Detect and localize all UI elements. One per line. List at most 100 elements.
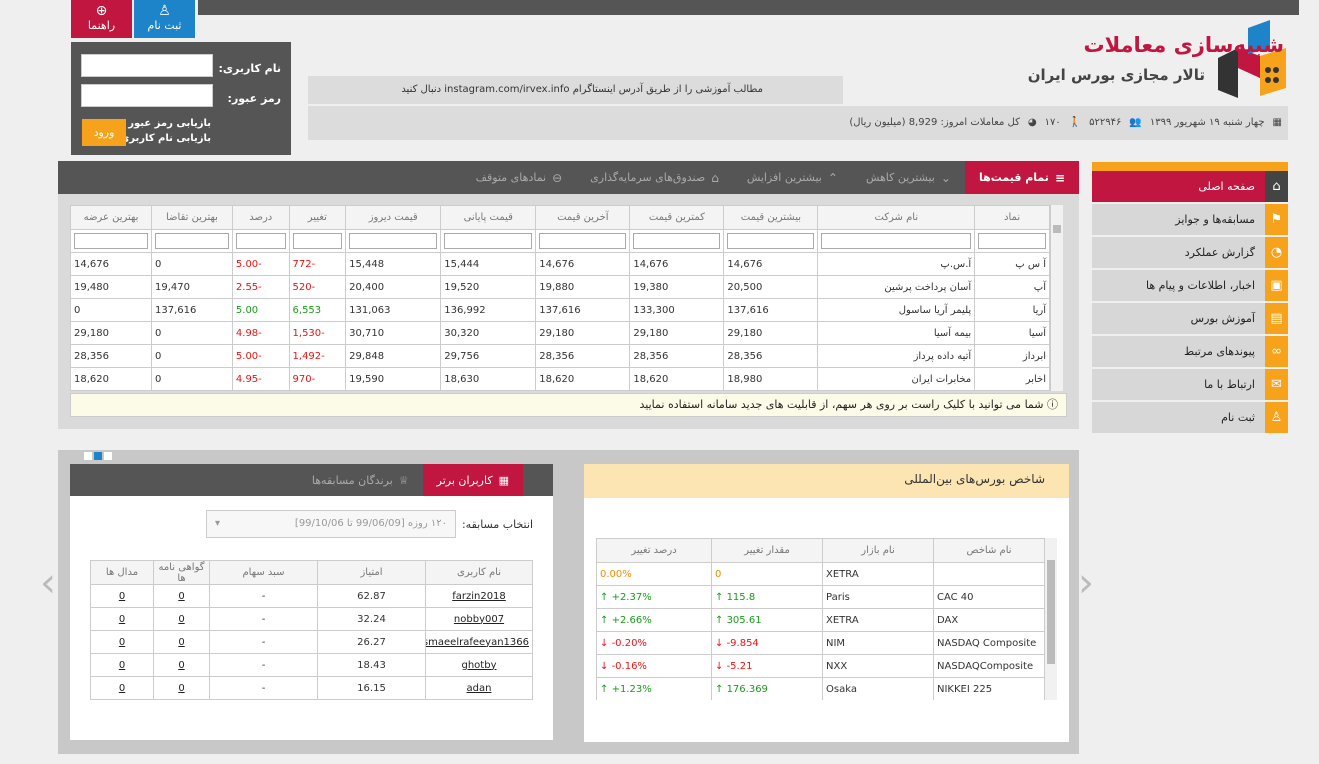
market-tab[interactable]: ≡ تمام قیمت‌ها bbox=[964, 161, 1079, 194]
market-cell-name: آسان پرداخت پرشین bbox=[817, 275, 976, 299]
users-cell-medal[interactable]: 0 bbox=[90, 630, 154, 654]
filter-input[interactable] bbox=[821, 233, 972, 249]
column-header[interactable]: سبد سهام bbox=[209, 560, 318, 585]
slider-dot-active[interactable] bbox=[94, 452, 102, 460]
sidebar-item[interactable]: ♙ ثبت نام bbox=[1092, 402, 1288, 433]
market-row[interactable]: آ س پ آ.س.پ 14,676 14,676 14,676 15,444 15,448… bbox=[70, 252, 1050, 276]
world-row[interactable]: DAX XETRA ↑ 305.61 ↑ +2.66% bbox=[596, 608, 1044, 632]
users-row[interactable]: ghotby 18.43-0 0 bbox=[90, 653, 533, 677]
users-cell-cert[interactable]: 0 bbox=[153, 607, 210, 631]
column-header[interactable]: آخرین قیمت bbox=[535, 205, 631, 230]
market-tab[interactable]: ⌂ صندوق‌های سرمایه‌گذاری bbox=[576, 161, 733, 194]
sidebar-item[interactable]: ▤ آموزش بورس bbox=[1092, 303, 1288, 334]
market-row[interactable]: آسیا بیمه آسیا 29,180 29,180 29,180 30,320 30,… bbox=[70, 321, 1050, 345]
market-row[interactable]: آپ آسان پرداخت پرشین 20,500 19,380 19,880 19,… bbox=[70, 275, 1050, 299]
column-header[interactable]: درصد تغییر bbox=[596, 538, 712, 563]
register-button[interactable]: ♙ ثبت نام bbox=[134, 0, 195, 38]
market-scrollbar[interactable] bbox=[1050, 205, 1063, 391]
users-cell-medal[interactable]: 0 bbox=[90, 653, 154, 677]
users-row[interactable]: adan 16.15-0 0 bbox=[90, 676, 533, 700]
world-scrollbar[interactable] bbox=[1044, 538, 1057, 700]
market-cell-symbol: آسیا bbox=[974, 321, 1050, 345]
market-row[interactable]: آریا پلیمر آریا ساسول 137,616 133,300 137,61… bbox=[70, 298, 1050, 322]
users-tab[interactable]: ♕ برندگان مسابقه‌ها bbox=[298, 464, 423, 496]
column-header[interactable]: نام کاربری bbox=[425, 560, 533, 585]
help-button[interactable]: ⊕ راهنما bbox=[71, 0, 132, 38]
world-row[interactable]: CAC 40 Paris ↑ 115.8 ↑ +2.37% bbox=[596, 585, 1044, 609]
filter-input[interactable] bbox=[235, 233, 286, 249]
users-row[interactable]: esmaeelrafeeyan1366 26.27-0 0 bbox=[90, 630, 533, 654]
column-header[interactable]: بهترین تقاضا bbox=[151, 205, 233, 230]
users-cell-user[interactable]: ghotby bbox=[425, 653, 533, 677]
column-header[interactable]: قیمت دیروز bbox=[345, 205, 442, 230]
users-cell-user[interactable]: nobby007 bbox=[425, 607, 533, 631]
world-row[interactable]: NASDAQ Composite NIM ↓ -9.854 ↓ -0.20% bbox=[596, 631, 1044, 655]
filter-input[interactable] bbox=[155, 233, 229, 249]
column-header[interactable]: کمترین قیمت bbox=[629, 205, 725, 230]
users-cell-user[interactable]: esmaeelrafeeyan1366 bbox=[425, 630, 533, 654]
column-header[interactable]: درصد bbox=[231, 205, 290, 230]
users-cell-cert[interactable]: 0 bbox=[153, 653, 210, 677]
password-input[interactable] bbox=[81, 84, 213, 107]
filter-input[interactable] bbox=[349, 233, 438, 249]
book-icon: ▤ bbox=[1265, 303, 1288, 334]
filter-input[interactable] bbox=[74, 233, 148, 249]
sidebar-item[interactable]: ⚑ مسابقه‌ها و جوایز bbox=[1092, 204, 1288, 235]
filter-input[interactable] bbox=[539, 233, 627, 249]
sidebar-item[interactable]: ◔ گزارش عملکرد bbox=[1092, 237, 1288, 268]
users-row[interactable]: nobby007 32.24-0 0 bbox=[90, 607, 533, 631]
market-cell-ask: 28,356 bbox=[70, 344, 152, 368]
market-cell-low: 29,180 bbox=[629, 321, 725, 345]
filter-input[interactable] bbox=[727, 233, 815, 249]
sidebar-item[interactable]: ⌂ صفحه اصلی bbox=[1092, 171, 1288, 202]
recover-password-link[interactable]: بازیابی رمز عبور bbox=[128, 118, 211, 129]
users-cell-user[interactable]: adan bbox=[425, 676, 533, 700]
column-header[interactable]: تغییر bbox=[288, 205, 347, 230]
column-header[interactable]: مقدار تغییر bbox=[711, 538, 823, 563]
column-header[interactable]: نماد bbox=[974, 205, 1050, 230]
filter-input[interactable] bbox=[444, 233, 533, 249]
sidebar-item[interactable]: ∞ پیوندهای مرتبط bbox=[1092, 336, 1288, 367]
column-header[interactable]: قیمت پایانی bbox=[440, 205, 537, 230]
prev-arrow-icon[interactable]: ‹ bbox=[40, 560, 56, 606]
world-row[interactable]: XETRA 0 0.00% bbox=[596, 562, 1044, 586]
slider-dot[interactable] bbox=[84, 452, 92, 460]
column-header[interactable]: گواهی نامه ها bbox=[153, 560, 210, 585]
username-input[interactable] bbox=[81, 54, 213, 77]
filter-input[interactable] bbox=[978, 233, 1046, 249]
column-header[interactable]: نام شاخص bbox=[933, 538, 1044, 563]
slider-dot[interactable] bbox=[104, 452, 112, 460]
market-tab[interactable]: ⌃ بیشترین افزایش bbox=[733, 161, 852, 194]
users-cell-medal[interactable]: 0 bbox=[90, 607, 154, 631]
world-row[interactable]: NIKKEI 225 Osaka ↑ 176.369 ↑ +1.23% bbox=[596, 677, 1044, 700]
column-header[interactable]: مدال ها bbox=[90, 560, 154, 585]
competition-select[interactable]: ۱۲۰ روزه [99/06/09 تا 99/10/06] ▾ bbox=[205, 510, 456, 538]
filter-input[interactable] bbox=[292, 233, 343, 249]
column-header[interactable]: امتیاز bbox=[317, 560, 426, 585]
users-tab[interactable]: ▦ کاربران برتر bbox=[422, 464, 523, 496]
users-cell-medal[interactable]: 0 bbox=[90, 676, 154, 700]
users-row[interactable]: farzin2018 62.87-0 0 bbox=[90, 584, 533, 608]
market-row[interactable]: ابرداز آتیه داده پرداز 28,356 28,356 28,356 2… bbox=[70, 344, 1050, 368]
world-row[interactable]: NASDAQComposite NXX ↓ -5.21 ↓ -0.16% bbox=[596, 654, 1044, 678]
filter-input[interactable] bbox=[633, 233, 721, 249]
users-cell-cert[interactable]: 0 bbox=[153, 630, 210, 654]
sidebar-item[interactable]: ▣ اخبار، اطلاعات و پیام ها bbox=[1092, 270, 1288, 301]
column-header[interactable]: بهترین عرضه bbox=[70, 205, 152, 230]
sidebar-item[interactable]: ✉ ارتباط با ما bbox=[1092, 369, 1288, 400]
login-button[interactable]: ورود bbox=[82, 119, 126, 146]
market-tab[interactable]: ⊖ نمادهای متوقف bbox=[462, 161, 577, 194]
market-cell-name: بیمه آسیا bbox=[817, 321, 976, 345]
users-cell-cert[interactable]: 0 bbox=[153, 584, 210, 608]
column-header[interactable]: نام بازار bbox=[822, 538, 934, 563]
next-arrow-icon[interactable]: › bbox=[1078, 560, 1094, 606]
column-header[interactable]: بیشترین قیمت bbox=[723, 205, 819, 230]
slider-dots[interactable] bbox=[84, 452, 112, 460]
users-cell-medal[interactable]: 0 bbox=[90, 584, 154, 608]
users-cell-user[interactable]: farzin2018 bbox=[425, 584, 533, 608]
recover-username-link[interactable]: بازیابی نام کاربری bbox=[120, 133, 211, 144]
market-tab[interactable]: ⌄ بیشترین کاهش bbox=[852, 161, 965, 194]
users-cell-cert[interactable]: 0 bbox=[153, 676, 210, 700]
market-row[interactable]: اخابر مخابرات ایران 18,980 18,620 18,620 18,6… bbox=[70, 367, 1050, 391]
column-header[interactable]: نام شرکت bbox=[817, 205, 976, 230]
